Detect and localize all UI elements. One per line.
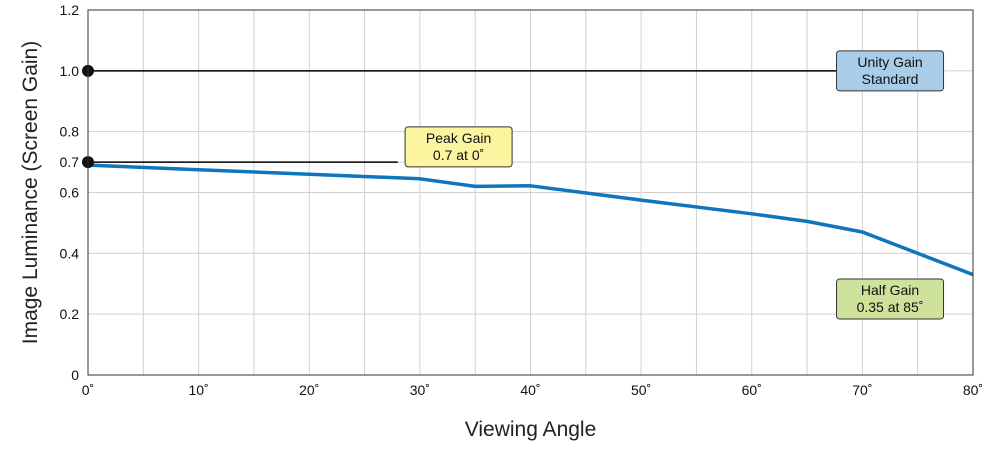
x-tick-label: 10˚ [189, 382, 209, 398]
x-axis-title: Viewing Angle [465, 418, 597, 441]
x-tick-label: 30˚ [410, 382, 430, 398]
series-line [87, 163, 974, 277]
y-tick-label: 0 [71, 367, 79, 383]
annotation-text: Standard [862, 71, 919, 87]
x-tick-label: 80˚ [963, 382, 983, 398]
annotation-text: Half Gain [861, 282, 919, 298]
series-layer [87, 163, 974, 277]
y-tick-label: 0.6 [60, 185, 80, 201]
y-tick-labels: 0 0.2 0.4 0.6 0.7 0.8 1.0 1.2 [60, 2, 80, 383]
annotation-text: Peak Gain [426, 130, 491, 146]
annotation-box [836, 50, 945, 92]
y-tick-label: 0.7 [60, 154, 80, 170]
y-axis-title: Image Luminance (Screen Gain) [19, 41, 42, 345]
x-tick-label: 0˚ [82, 382, 94, 398]
reference-lines [88, 70, 841, 163]
annotation-box [404, 126, 513, 168]
y-tick-label: 0.8 [60, 124, 80, 140]
plot-frame [87, 9, 974, 376]
annotation-text: 0.35 at 85˚ [857, 299, 924, 315]
y-tick-label: 0.2 [60, 306, 80, 322]
x-tick-label: 20˚ [299, 382, 319, 398]
y-tick-label: 1.2 [60, 2, 80, 18]
x-tick-label: 50˚ [631, 382, 651, 398]
y-tick-label: 0.4 [60, 245, 80, 261]
x-tick-label: 40˚ [520, 382, 540, 398]
annotation-box [836, 278, 945, 320]
x-tick-labels: 0˚ 10˚ 20˚ 30˚ 40˚ 50˚ 60˚ 70˚ 80˚ [82, 382, 983, 398]
annotation-text: 0.7 at 0˚ [433, 147, 484, 163]
x-tick-label: 70˚ [852, 382, 872, 398]
annotation-text: Unity Gain [857, 54, 922, 70]
x-tick-label: 60˚ [742, 382, 762, 398]
y-tick-label: 1.0 [60, 63, 80, 79]
